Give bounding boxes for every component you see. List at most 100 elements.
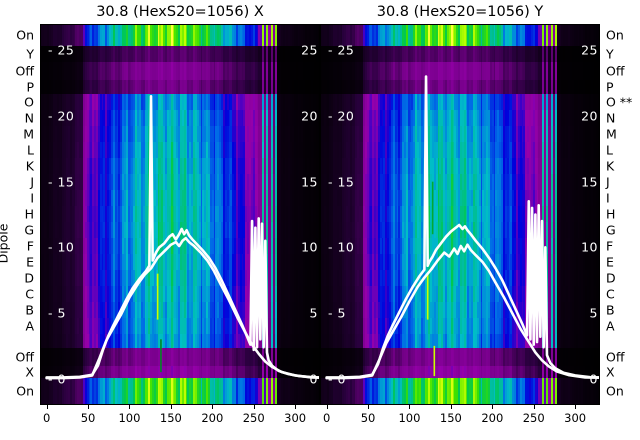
heatmap-cell <box>138 94 142 110</box>
heatmap-cell <box>56 94 60 110</box>
heatmap-cell <box>159 110 162 126</box>
heatmap-cell <box>144 126 147 142</box>
heatmap-cell <box>174 62 177 80</box>
heatmap-cell <box>180 46 183 62</box>
heatmap-cell <box>183 94 187 110</box>
heatmap-cell <box>114 94 118 110</box>
heatmap-cell <box>109 46 112 62</box>
heatmap-cell <box>62 24 65 46</box>
heatmap-cell <box>191 62 194 80</box>
heatmap-cell <box>226 142 230 158</box>
heatmap-cell <box>112 24 116 46</box>
heatmap-cell <box>90 80 93 94</box>
heatmap-cell <box>219 142 222 158</box>
heatmap-cell <box>196 142 200 158</box>
heatmap-cell <box>286 24 289 46</box>
heatmap-cell <box>105 142 108 158</box>
heatmap-cell <box>314 46 317 62</box>
heatmap-cell <box>53 94 56 110</box>
heatmap-cell <box>97 110 101 126</box>
heatmap-cell <box>45 62 49 80</box>
heatmap-cell <box>273 142 276 158</box>
heatmap-cell <box>118 142 121 158</box>
heatmap-cell <box>196 126 200 142</box>
heatmap-cell <box>131 80 134 94</box>
heatmap-cell <box>174 126 177 142</box>
heatmap-cell <box>282 62 286 80</box>
heatmap-cell <box>282 126 286 142</box>
heatmap-cell <box>84 80 88 94</box>
heatmap-row <box>40 24 320 46</box>
heatmap-cell <box>209 80 213 94</box>
heatmap-cell <box>166 62 170 80</box>
heatmap-cell <box>260 126 263 142</box>
category-tick-label: X <box>606 364 615 380</box>
heatmap-cell <box>97 62 101 80</box>
heatmap-cell <box>187 80 190 94</box>
heatmap-cell <box>280 24 284 46</box>
heatmap-cell <box>51 110 54 126</box>
heatmap-cell <box>163 94 166 110</box>
heatmap-cell <box>116 158 119 174</box>
heatmap-cell <box>131 46 134 62</box>
heatmap-cell <box>109 142 112 158</box>
heatmap-cell <box>224 142 228 158</box>
heatmap-cell <box>41 80 45 94</box>
heatmap-cell <box>105 46 108 62</box>
heatmap-cell <box>219 110 222 126</box>
heatmap-cell <box>131 142 134 158</box>
heatmap-cell <box>82 80 86 94</box>
heatmap-cell <box>290 126 293 142</box>
heatmap-cell <box>273 46 276 62</box>
heatmap-cell <box>155 24 159 46</box>
heatmap-cell <box>277 46 280 62</box>
heatmap-cell <box>161 46 164 62</box>
heatmap-cell <box>114 46 118 62</box>
heatmap-cell <box>245 80 248 94</box>
heatmap-cell <box>94 24 97 46</box>
heatmap-cell <box>256 62 259 80</box>
heatmap-cell <box>249 80 252 94</box>
heatmap-cell <box>110 142 114 158</box>
heatmap-cell <box>183 110 187 126</box>
heatmap-cell <box>288 46 291 62</box>
heatmap-cell <box>243 24 246 46</box>
category-tick-label: P <box>26 79 34 95</box>
heatmap-cell <box>73 80 77 94</box>
heatmap-cell <box>142 94 146 110</box>
heatmap-cell <box>211 24 215 46</box>
heatmap-cell <box>228 46 231 62</box>
heatmap-cell <box>180 158 183 174</box>
heatmap-cell <box>127 94 131 110</box>
y-tick-label: - 10 <box>48 239 75 255</box>
heatmap-cell <box>71 62 75 80</box>
heatmap-cell <box>81 158 84 174</box>
heatmap-cell <box>228 158 231 174</box>
heatmap-cell <box>129 126 133 142</box>
heatmap-cell <box>165 62 168 80</box>
heatmap-cell <box>97 24 101 46</box>
heatmap-cell <box>189 24 192 46</box>
heatmap-cell <box>217 24 220 46</box>
heatmap-cell <box>181 80 185 94</box>
heatmap-cell <box>133 46 136 62</box>
heatmap-cell <box>196 62 200 80</box>
heatmap-cell <box>305 110 308 126</box>
heatmap-cell <box>303 110 306 126</box>
heatmap-cell <box>219 24 222 46</box>
heatmap-cell <box>286 142 289 158</box>
heatmap-cell <box>211 110 215 126</box>
heatmap-cell <box>84 142 88 158</box>
heatmap-cell <box>150 24 153 46</box>
heatmap-cell <box>221 142 224 158</box>
heatmap-cell <box>153 94 157 110</box>
heatmap-cell <box>189 142 192 158</box>
heatmap-cell <box>165 80 168 94</box>
category-tick-label: On <box>606 383 624 399</box>
heatmap-cell <box>77 80 80 94</box>
heatmap-cell <box>71 94 75 110</box>
heatmap-cell <box>92 142 95 158</box>
heatmap-cell <box>64 24 67 46</box>
